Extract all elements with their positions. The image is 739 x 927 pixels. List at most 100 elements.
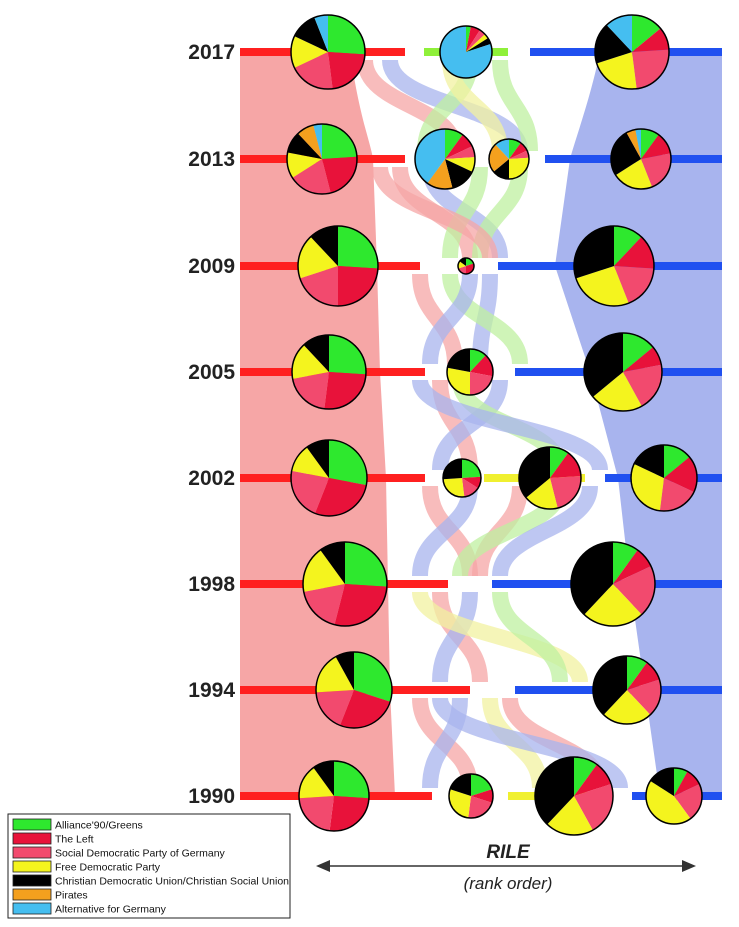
pie-chart bbox=[290, 439, 368, 517]
pie-slice bbox=[334, 761, 369, 799]
pie-slice bbox=[310, 226, 338, 266]
pie-slice bbox=[550, 447, 569, 478]
pie-outline bbox=[457, 257, 475, 275]
pie-slice bbox=[611, 132, 641, 176]
pie-slice bbox=[299, 796, 334, 831]
pie-chart bbox=[610, 128, 672, 190]
year-label: 1990 bbox=[188, 785, 235, 808]
pie-slice bbox=[574, 226, 614, 279]
flow-ribbon bbox=[412, 378, 608, 472]
pie-slice bbox=[627, 656, 647, 690]
flow-ribbon bbox=[422, 697, 468, 789]
pie-outline bbox=[442, 458, 482, 498]
pie-slice bbox=[627, 662, 660, 690]
pie-slice bbox=[450, 774, 471, 796]
pie-chart bbox=[446, 348, 494, 396]
pie-chart bbox=[594, 14, 670, 90]
flow-ribbon bbox=[412, 485, 478, 577]
flow-ribbon bbox=[492, 591, 568, 683]
pie-slice bbox=[550, 452, 581, 478]
legend-label: Alternative for Germany bbox=[55, 904, 167, 916]
flow-ribbon bbox=[432, 379, 478, 471]
flow-ribbon bbox=[492, 59, 538, 152]
pie-slice bbox=[340, 690, 391, 728]
pie-slice bbox=[664, 456, 697, 493]
pie-slice bbox=[303, 584, 345, 625]
pie-slice bbox=[292, 345, 329, 379]
pie-outline bbox=[297, 225, 379, 307]
pie-slice bbox=[462, 459, 481, 478]
pie-outline bbox=[570, 541, 656, 627]
year-label: 2017 bbox=[188, 41, 235, 64]
pie-slice bbox=[445, 129, 463, 159]
pie-slice bbox=[324, 372, 366, 410]
pie-slice bbox=[596, 52, 637, 90]
pie-slice bbox=[641, 129, 659, 159]
pie-slice bbox=[664, 445, 690, 478]
legend-label: The Left bbox=[55, 834, 94, 846]
flow-ribbon bbox=[442, 273, 528, 365]
pie-slice bbox=[488, 144, 509, 172]
pie-slice bbox=[458, 261, 466, 269]
pie-slice bbox=[443, 478, 465, 497]
pie-slice bbox=[470, 355, 493, 377]
pie-slice bbox=[593, 656, 627, 715]
pie-slice bbox=[320, 542, 345, 584]
pie-slice bbox=[466, 38, 491, 52]
pie-slice bbox=[470, 372, 493, 395]
pie-chart bbox=[645, 767, 703, 825]
pie-outline bbox=[645, 767, 703, 825]
pie-slice bbox=[316, 690, 354, 726]
pie-slice bbox=[674, 771, 700, 796]
pie-outline bbox=[630, 444, 698, 512]
flow-ribbon bbox=[412, 590, 588, 684]
pie-slice bbox=[575, 266, 629, 306]
pie-slice bbox=[626, 129, 641, 159]
pie-slice bbox=[595, 25, 632, 64]
pie-slice bbox=[614, 226, 642, 266]
pie-outline bbox=[290, 439, 368, 517]
pie-slice bbox=[547, 796, 593, 836]
legend-label: Alliance'90/Greens bbox=[55, 820, 143, 832]
pie-slice bbox=[674, 784, 703, 819]
pie-slice bbox=[471, 789, 493, 803]
year-label: 1994 bbox=[188, 679, 235, 702]
flow-ribbon bbox=[412, 273, 463, 365]
pie-slice bbox=[509, 150, 529, 159]
pie-slice bbox=[509, 139, 521, 159]
rile-axis: RILE (rank order) bbox=[316, 842, 696, 893]
legend-box bbox=[7, 813, 291, 919]
legend-swatch bbox=[12, 860, 52, 873]
pie-chart bbox=[534, 756, 614, 836]
axis-arrow-left-icon bbox=[316, 860, 330, 872]
pie-slice bbox=[449, 789, 471, 818]
pie-slice bbox=[574, 757, 597, 796]
legend-label: Christian Democratic Union/Christian Soc… bbox=[55, 876, 289, 888]
pie-chart bbox=[442, 458, 482, 498]
pie-chart bbox=[290, 14, 366, 90]
pie-slice bbox=[466, 30, 485, 52]
pie-slice bbox=[338, 226, 378, 269]
pie-slice bbox=[292, 372, 329, 409]
pie-slice bbox=[458, 266, 466, 274]
pie-slice bbox=[646, 781, 691, 824]
legend-label: Free Democratic Party bbox=[55, 862, 161, 874]
legend: Alliance'90/Greens The Left Social Democra… bbox=[7, 813, 291, 919]
pie-outline bbox=[594, 14, 670, 90]
pie-slice bbox=[415, 129, 445, 184]
pie-slice bbox=[303, 335, 329, 372]
pie-slice bbox=[613, 542, 638, 584]
pie-slice bbox=[322, 156, 357, 193]
pie-slice bbox=[445, 134, 473, 159]
legend-swatch bbox=[12, 888, 52, 901]
pie-slice bbox=[354, 652, 392, 702]
axis-subtitle: (rank order) bbox=[464, 874, 553, 893]
pie-slice bbox=[468, 796, 492, 819]
pie-chart bbox=[518, 446, 582, 510]
pie-slice bbox=[641, 134, 671, 159]
pie-outline bbox=[290, 14, 366, 90]
pie-slice bbox=[495, 139, 509, 159]
pie-slice bbox=[614, 266, 654, 304]
pie-slice bbox=[570, 541, 613, 615]
